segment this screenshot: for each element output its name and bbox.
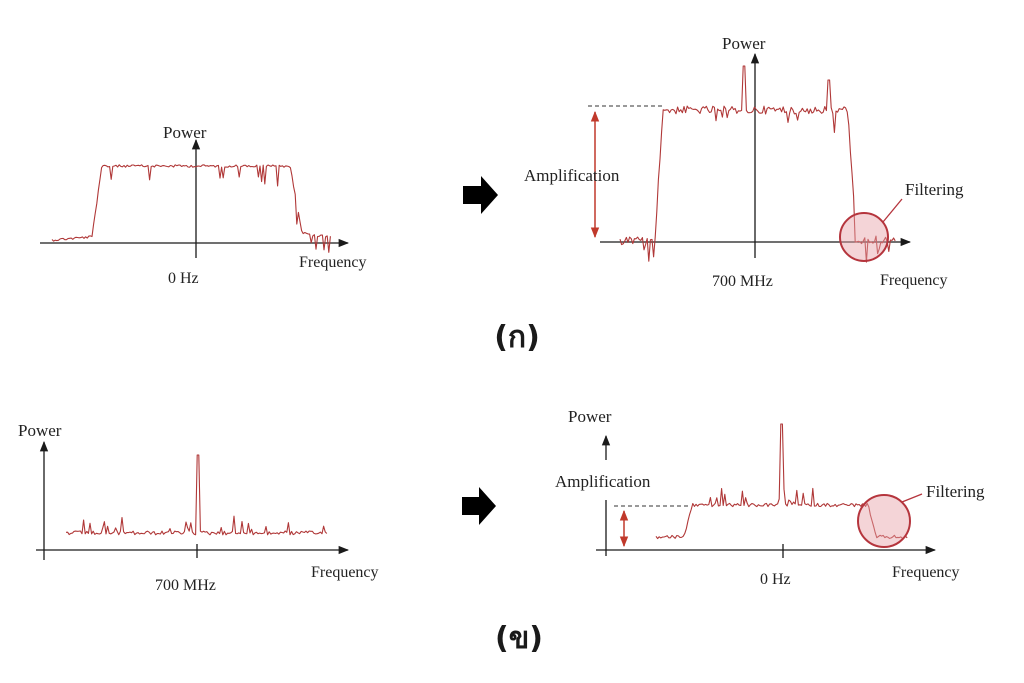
panel-a-output-center-label: 700 MHz bbox=[712, 273, 773, 290]
panel-b-input-plot: Power 700 MHz Frequency bbox=[18, 421, 379, 594]
panel-a-filtering-label: Filtering bbox=[905, 180, 964, 199]
panel-a-input-plot: Power 0 Hz Frequency bbox=[40, 123, 367, 287]
panel-b-output-center-label: 0 Hz bbox=[760, 571, 791, 588]
panel-a-output-x-label: Frequency bbox=[880, 272, 948, 289]
panel-b-input-y-label: Power bbox=[18, 421, 62, 440]
panel-b-input-center-label: 700 MHz bbox=[155, 577, 216, 594]
panel-a-input-center-label: 0 Hz bbox=[168, 270, 199, 287]
panel-b-filtering-pointer bbox=[901, 493, 923, 503]
panel-a-output-y-label: Power bbox=[722, 34, 766, 53]
panel-b-transition-arrow-icon bbox=[462, 487, 496, 525]
panel-a-caption: (ก) bbox=[494, 320, 540, 355]
panel-a-input-x-label: Frequency bbox=[299, 254, 367, 271]
panel-b: Power 700 MHz Frequency Amplification Fi… bbox=[18, 407, 985, 656]
panel-a-output-spectrum-trace bbox=[619, 65, 896, 263]
panel-b-output-plot: Amplification Filtering Power 0 Hz Frequ… bbox=[555, 407, 985, 588]
panel-a-output-plot: Amplification Filtering Power 700 MHz Fr… bbox=[524, 34, 964, 290]
panel-a: Power 0 Hz Frequency Amplification Filte… bbox=[40, 34, 964, 355]
panel-a-amplification-label: Amplification bbox=[524, 166, 620, 185]
panel-b-filtering-circle bbox=[857, 494, 911, 548]
panel-b-output-x-label: Frequency bbox=[892, 564, 960, 581]
panel-b-output-spectrum-trace bbox=[655, 423, 908, 540]
panel-b-input-spectrum-trace bbox=[65, 454, 328, 536]
panel-b-output-y-label: Power bbox=[568, 407, 612, 426]
panel-a-transition-arrow-icon bbox=[463, 176, 498, 214]
panel-a-filtering-circle bbox=[839, 212, 889, 262]
panel-a-filtering-pointer bbox=[882, 198, 903, 223]
panel-b-caption: (ข) bbox=[495, 621, 543, 656]
panel-a-input-spectrum-trace bbox=[51, 164, 331, 253]
panel-b-filtering-label: Filtering bbox=[926, 482, 985, 501]
panel-b-amplification-label: Amplification bbox=[555, 472, 651, 491]
panel-b-input-x-label: Frequency bbox=[311, 564, 379, 581]
panel-a-input-y-label: Power bbox=[163, 123, 207, 142]
